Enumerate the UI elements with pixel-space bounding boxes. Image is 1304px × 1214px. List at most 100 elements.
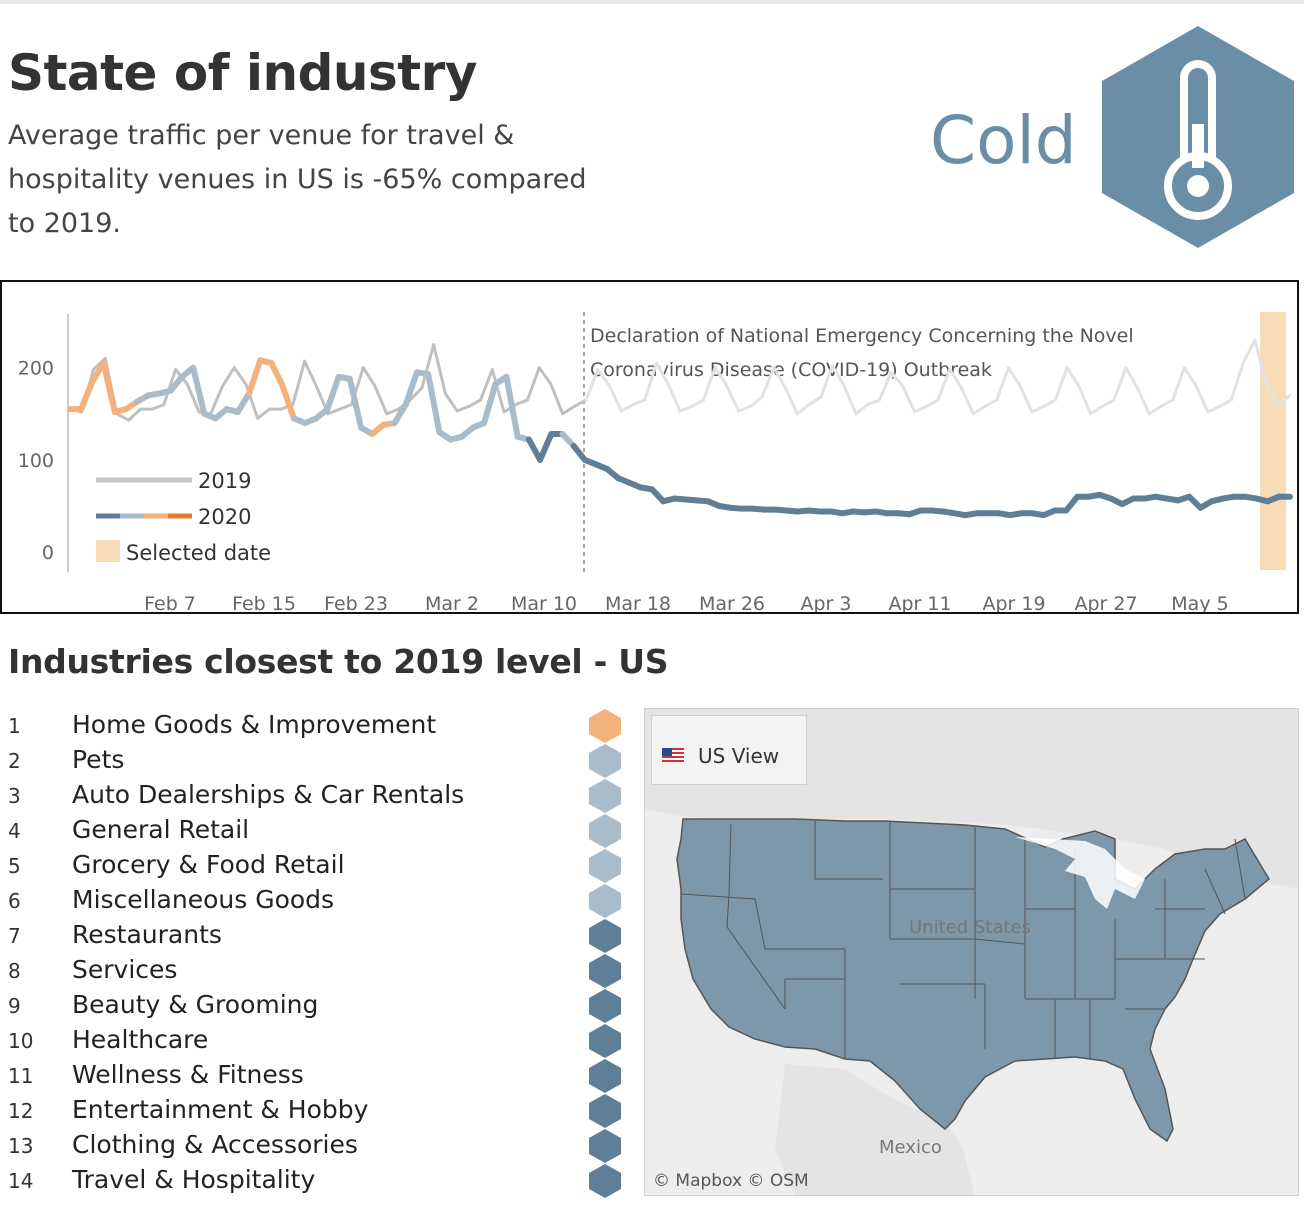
list-item[interactable]: 9 Beauty & Grooming <box>0 989 640 1025</box>
industry-label: Grocery & Food Retail <box>72 850 345 879</box>
rank-hex-icon <box>589 919 621 953</box>
line-2019-segment <box>561 404 576 416</box>
x-tick-label: Apr 3 <box>801 593 852 612</box>
line-2020-segment <box>481 381 499 426</box>
line-2019-segment <box>619 403 635 413</box>
rank-hex-icon <box>589 884 621 918</box>
line-2019-segment <box>1171 366 1186 402</box>
list-item[interactable]: 8 Services <box>0 954 640 990</box>
line-2019-segment <box>713 366 729 388</box>
line-2020-segment <box>268 360 286 390</box>
x-tick-label: Feb 23 <box>324 593 388 612</box>
list-item[interactable]: 4 General Retail <box>0 814 640 850</box>
line-2019-segment <box>655 361 670 386</box>
list-item[interactable]: 7 Restaurants <box>0 919 640 955</box>
line-2019-segment <box>819 364 834 399</box>
legend-label-selected: Selected date <box>126 541 271 565</box>
line-2020-segment <box>391 401 409 426</box>
line-2019-segment <box>1100 398 1116 408</box>
y-tick-label: 100 <box>18 450 54 472</box>
line-2019-segment <box>455 404 471 413</box>
list-item[interactable]: 11 Wellness & Fitness <box>0 1059 640 1095</box>
line-2019-segment <box>1194 384 1210 414</box>
map-canvas[interactable] <box>645 709 1299 1196</box>
x-tick-label: Apr 27 <box>1074 593 1137 612</box>
industry-label: Healthcare <box>72 1025 209 1054</box>
rank-hex-icon <box>589 849 621 883</box>
line-2019-segment <box>526 366 541 402</box>
line-2019-segment <box>1030 404 1046 414</box>
traffic-chart-panel: 0 100 200 Feb 7 Feb 15 Feb 23 Mar 2 Mar 10 Mar … <box>0 280 1299 614</box>
event-annotation-line1: Declaration of National Emergency Concer… <box>590 325 1134 347</box>
rank-number: 5 <box>8 854 21 878</box>
us-view-button[interactable]: US View <box>651 715 807 785</box>
line-2019-segment <box>924 398 940 408</box>
line-2019-segment <box>1089 404 1104 416</box>
line-2020-segment <box>346 375 365 431</box>
line-2019-segment <box>772 366 788 390</box>
map-attribution[interactable]: © Mapbox © OSM <box>653 1171 809 1191</box>
list-item[interactable]: 10 Healthcare <box>0 1024 640 1060</box>
line-2019-segment <box>1077 384 1093 416</box>
list-item[interactable]: 1 Home Goods & Improvement <box>0 709 640 745</box>
line-2020-segment <box>100 360 118 415</box>
rank-hex-icon <box>589 1164 621 1198</box>
list-item[interactable]: 2 Pets <box>0 744 640 780</box>
industry-label: Travel & Hospitality <box>72 1165 316 1194</box>
line-2019-segment <box>1159 398 1175 408</box>
y-tick-label: 0 <box>42 542 54 564</box>
line-2020-segment <box>190 364 208 417</box>
x-tick-label: Feb 7 <box>144 593 196 612</box>
line-2020-segment <box>402 369 420 408</box>
industry-label: Entertainment & Hobby <box>72 1095 369 1124</box>
map-neighbor-label: Mexico <box>879 1137 942 1158</box>
list-item[interactable]: 13 Clothing & Accessories <box>0 1129 640 1165</box>
line-2019-segment <box>608 384 623 413</box>
line-2019-segment <box>490 368 506 414</box>
list-item[interactable]: 12 Entertainment & Hobby <box>0 1094 640 1130</box>
line-2019-segment <box>338 403 354 411</box>
line-2019-segment <box>1182 366 1198 388</box>
list-item[interactable]: 14 Travel & Hospitality <box>0 1164 640 1200</box>
line-2019-segment <box>995 366 1010 402</box>
line-2019-segment <box>1136 386 1151 416</box>
rank-number: 12 <box>8 1099 34 1123</box>
line-2020-segment <box>246 357 264 397</box>
line-2019-segment <box>666 382 682 413</box>
line-2019-segment <box>514 398 529 407</box>
us-map[interactable]: United States Mexico US View © Mapbox © … <box>644 708 1299 1196</box>
list-item[interactable]: 3 Auto Dealerships & Car Rentals <box>0 779 640 815</box>
page-subtitle: Average traffic per venue for travel & h… <box>8 120 587 239</box>
line-2019-segment <box>221 366 236 388</box>
list-item[interactable]: 6 Miscellaneous Goods <box>0 884 640 920</box>
rank-number: 9 <box>8 994 21 1018</box>
industry-label: Auto Dealerships & Car Rentals <box>72 780 465 809</box>
x-tick-label: Mar 26 <box>699 593 765 612</box>
top-divider <box>0 0 1304 4</box>
line-2019-segment <box>584 368 600 402</box>
line-2019-segment <box>1147 404 1163 416</box>
line-2019-segment <box>572 398 588 408</box>
rank-hex-icon <box>589 1094 621 1128</box>
line-2019-segment <box>291 359 307 407</box>
line-2019-segment <box>1042 398 1057 408</box>
line-2019-segment <box>1229 361 1245 402</box>
industry-label: Clothing & Accessories <box>72 1130 358 1159</box>
x-tick-label: Apr 19 <box>982 593 1045 612</box>
rank-number: 13 <box>8 1134 34 1158</box>
line-2019-segment <box>971 404 987 416</box>
line-2020-segment <box>503 373 521 440</box>
line-2019-segment <box>1253 338 1269 386</box>
industry-label: General Retail <box>72 815 250 844</box>
thermometer-icon <box>1102 26 1294 248</box>
canada-landmass <box>645 709 1298 889</box>
event-annotation-line2: Coronavirus Disease (COVID-19) Outbreak <box>590 359 992 381</box>
rank-number: 6 <box>8 889 21 913</box>
line-2019-segment <box>725 384 741 413</box>
line-2020-segment <box>324 373 342 413</box>
list-item[interactable]: 5 Grocery & Food Retail <box>0 849 640 885</box>
line-2019-segment <box>983 398 999 408</box>
line-2020-segment <box>525 436 544 463</box>
line-2019-segment <box>936 368 952 402</box>
line-2019-segment <box>443 391 459 413</box>
